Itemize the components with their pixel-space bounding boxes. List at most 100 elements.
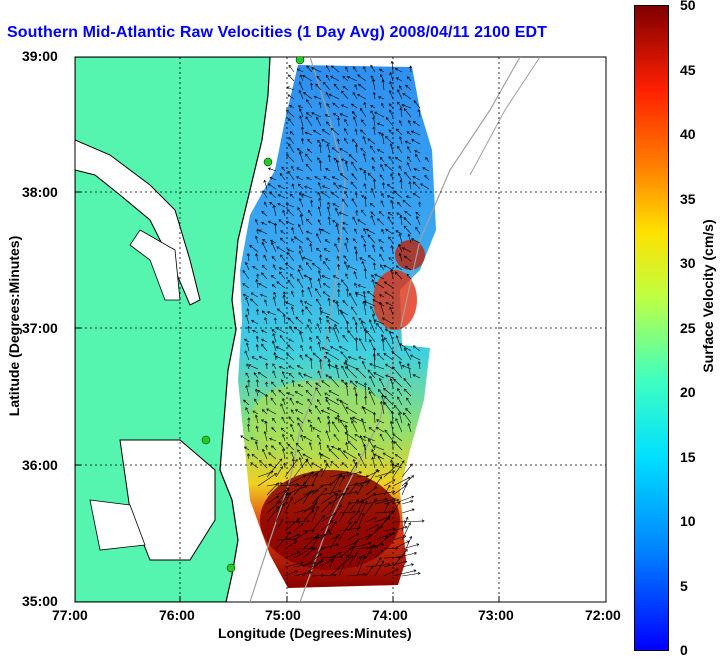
velocity-arrowhead [397, 387, 400, 391]
colorbar-tick: 5 [680, 578, 688, 594]
velocity-vector [279, 267, 286, 271]
velocity-vector [392, 460, 405, 478]
velocity-arrowhead [358, 471, 362, 475]
velocity-arrowhead [296, 68, 300, 72]
velocity-vector [266, 444, 268, 451]
velocity-arrowhead [246, 253, 250, 257]
velocity-arrowhead [331, 176, 335, 179]
velocity-vector [415, 211, 421, 217]
velocity-vector [269, 438, 277, 442]
velocity-arrowhead [285, 492, 289, 496]
velocity-vector [292, 459, 295, 469]
velocity-arrowhead [418, 201, 422, 205]
velocity-arrowhead [384, 281, 388, 285]
velocity-arrowhead [326, 407, 330, 411]
velocity-arrowhead [406, 273, 410, 277]
velocity-vector [337, 256, 340, 262]
velocity-vector [356, 545, 377, 550]
velocity-vector [319, 160, 322, 172]
velocity-vector [332, 102, 340, 109]
velocity-arrowhead [289, 325, 292, 329]
velocity-arrowhead [386, 195, 390, 198]
velocity-vector [394, 441, 403, 451]
velocity-arrowhead [285, 220, 289, 224]
velocity-arrowhead [271, 381, 274, 385]
velocity-vector [351, 306, 358, 316]
velocity-arrowhead [282, 291, 287, 295]
velocity-vector [297, 449, 304, 460]
velocity-arrowhead [397, 101, 400, 105]
velocity-arrowhead [300, 137, 305, 141]
velocity-arrowhead [360, 320, 364, 324]
velocity-vector [305, 116, 313, 127]
velocity-arrowhead [296, 365, 300, 368]
velocity-vector [382, 79, 385, 91]
velocity-vector [355, 393, 358, 406]
velocity-vector [260, 294, 268, 298]
velocity-arrowhead [307, 138, 311, 142]
velocity-arrowhead [318, 101, 322, 105]
velocity-vector [363, 436, 376, 442]
velocity-vector [280, 230, 286, 235]
velocity-arrowhead [370, 214, 374, 218]
velocity-arrowhead [299, 74, 303, 78]
velocity-vector [314, 96, 322, 100]
velocity-vector [315, 382, 322, 388]
velocity-vector [383, 452, 394, 460]
velocity-arrowhead [285, 109, 289, 113]
velocity-arrowhead [308, 490, 312, 494]
velocity-arrowhead [297, 384, 301, 388]
velocity-arrowhead [349, 417, 353, 421]
velocity-arrowhead [406, 397, 409, 401]
velocity-vector [413, 345, 421, 352]
velocity-arrowhead [325, 315, 329, 319]
velocity-vector [290, 409, 295, 415]
velocity-arrowhead [306, 65, 310, 69]
velocity-vector [397, 396, 403, 406]
velocity-vector [354, 84, 358, 91]
velocity-vector [304, 301, 313, 307]
velocity-arrowhead [301, 308, 305, 312]
velocity-vector [280, 403, 286, 415]
velocity-arrowhead [368, 438, 371, 442]
velocity-arrowhead [351, 161, 354, 165]
velocity-vector [284, 534, 300, 541]
velocity-arrowhead [288, 137, 292, 141]
velocity-vector [355, 381, 367, 388]
velocity-vector [395, 454, 403, 460]
velocity-arrowhead [422, 167, 426, 171]
velocity-arrowhead [354, 392, 358, 396]
velocity-vector [328, 390, 340, 397]
velocity-arrowhead [303, 274, 307, 278]
velocity-vector [331, 192, 340, 199]
velocity-arrowhead [315, 382, 319, 386]
velocity-vector [410, 354, 421, 361]
velocity-vector [385, 228, 394, 235]
velocity-arrowhead [374, 516, 378, 520]
velocity-vector [343, 450, 358, 460]
velocity-vector [338, 471, 362, 478]
velocity-vector [282, 398, 286, 406]
velocity-arrowhead [245, 296, 249, 300]
velocity-arrowhead [323, 176, 327, 180]
velocity-arrowhead [354, 282, 357, 286]
velocity-vector [306, 218, 313, 226]
velocity-vector [293, 531, 308, 541]
velocity-arrowhead [362, 290, 366, 294]
velocity-vector [329, 473, 343, 487]
velocity-vector [344, 138, 349, 145]
velocity-vector [338, 447, 349, 460]
grid-lines [75, 57, 606, 602]
velocity-vector [339, 148, 349, 154]
velocity-arrowhead [282, 313, 286, 317]
velocity-vector [355, 192, 358, 199]
velocity-arrowhead [337, 288, 341, 292]
velocity-arrowhead [321, 574, 325, 578]
velocity-vector [338, 546, 354, 559]
velocity-vector [380, 74, 385, 82]
velocity-arrowhead [319, 310, 324, 314]
velocity-arrowhead [307, 148, 311, 152]
velocity-vector [374, 557, 382, 568]
velocity-vector [320, 512, 336, 523]
velocity-arrowhead [354, 250, 358, 254]
